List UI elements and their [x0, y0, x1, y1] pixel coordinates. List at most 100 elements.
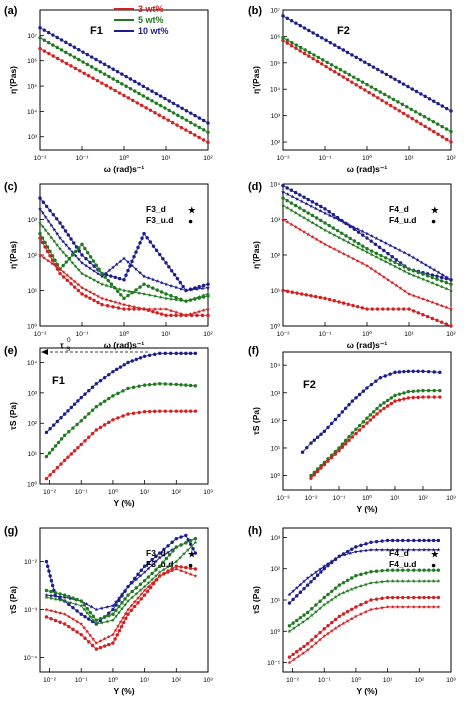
data-point [130, 259, 134, 264]
data-point [337, 413, 341, 418]
data-point [69, 64, 73, 68]
data-point-star [153, 294, 158, 298]
data-point-star [360, 261, 365, 266]
data-point-star [435, 282, 439, 287]
data-point [369, 598, 373, 602]
data-point [449, 282, 453, 286]
data-point [427, 568, 431, 572]
data-point-star [281, 217, 285, 222]
data-point [416, 389, 420, 393]
data-point [83, 415, 87, 420]
data-point [136, 601, 140, 605]
data-point [150, 571, 154, 576]
data-point [333, 586, 338, 590]
data-point [78, 69, 82, 73]
data-point-star [351, 224, 355, 229]
data-point [128, 86, 133, 91]
panel-title: F1 [52, 375, 65, 387]
data-point-star [116, 596, 121, 600]
data-point [331, 212, 336, 217]
data-point [184, 128, 188, 132]
data-point-star [121, 615, 125, 620]
y-tick-label: 10³ [28, 217, 38, 224]
data-point [333, 452, 338, 456]
y-tick-label: 10¹ [28, 288, 38, 295]
data-point-star [411, 604, 416, 609]
data-point [100, 271, 104, 276]
data-point [319, 218, 323, 223]
data-point [98, 70, 103, 74]
data-point [120, 72, 124, 76]
data-point [115, 633, 119, 637]
y-tick-label: 10⁻² [24, 559, 38, 566]
data-point [184, 565, 188, 570]
data-point [357, 392, 362, 397]
data-point [171, 101, 176, 106]
data-point [378, 409, 383, 413]
data-point-star [104, 283, 109, 288]
series-4 [38, 252, 210, 318]
data-point-star [289, 208, 294, 213]
data-point-star [161, 552, 166, 557]
data-point-star [126, 259, 131, 264]
data-point [391, 307, 395, 311]
data-point [375, 406, 379, 411]
data-point-star [323, 211, 327, 215]
data-point [107, 74, 111, 79]
data-point [66, 233, 70, 237]
data-point [351, 303, 355, 308]
data-point-star [355, 258, 360, 263]
data-point [44, 615, 49, 619]
data-point [444, 106, 449, 111]
data-point [121, 414, 125, 418]
data-point [416, 369, 420, 373]
data-point [174, 409, 179, 413]
data-point [83, 392, 87, 396]
data-point [111, 369, 115, 374]
data-point [369, 382, 374, 387]
data-point-star [292, 626, 297, 630]
data-point-star [181, 551, 186, 556]
data-point [436, 595, 441, 600]
data-point [85, 607, 89, 611]
data-point [314, 202, 319, 206]
data-point [179, 383, 183, 387]
data-point [81, 50, 85, 54]
series-line [39, 37, 209, 133]
data-point [395, 568, 400, 572]
data-point [337, 614, 342, 619]
data-point [169, 409, 173, 413]
data-point-star [411, 547, 416, 552]
data-point [393, 77, 397, 81]
data-point [310, 638, 314, 642]
series-3 [44, 540, 198, 626]
data-point [326, 592, 330, 597]
data-point [82, 71, 86, 75]
data-point-star [122, 288, 126, 293]
data-point [164, 292, 168, 296]
data-point-star [188, 572, 193, 576]
data-point [333, 449, 338, 454]
data-point-star [353, 614, 358, 619]
data-point [323, 207, 327, 211]
marker-legend-label: F4_d [389, 204, 409, 214]
y-tick-label: 10⁻³ [24, 607, 38, 614]
data-point [180, 116, 184, 120]
data-point-star [385, 604, 390, 609]
data-point [344, 221, 348, 226]
data-point [380, 596, 384, 601]
marker-legend-label: F3_d [146, 204, 166, 214]
data-point-star [393, 264, 397, 269]
data-point [151, 309, 155, 314]
series-line [39, 27, 209, 124]
series-4 [281, 217, 453, 311]
data-point [350, 435, 355, 439]
data-point [201, 128, 206, 132]
data-point [390, 568, 395, 572]
data-point [176, 113, 180, 118]
data-point [174, 351, 179, 356]
data-point [72, 241, 76, 245]
data-point [427, 97, 432, 101]
data-point [170, 120, 175, 125]
data-point [368, 413, 373, 417]
